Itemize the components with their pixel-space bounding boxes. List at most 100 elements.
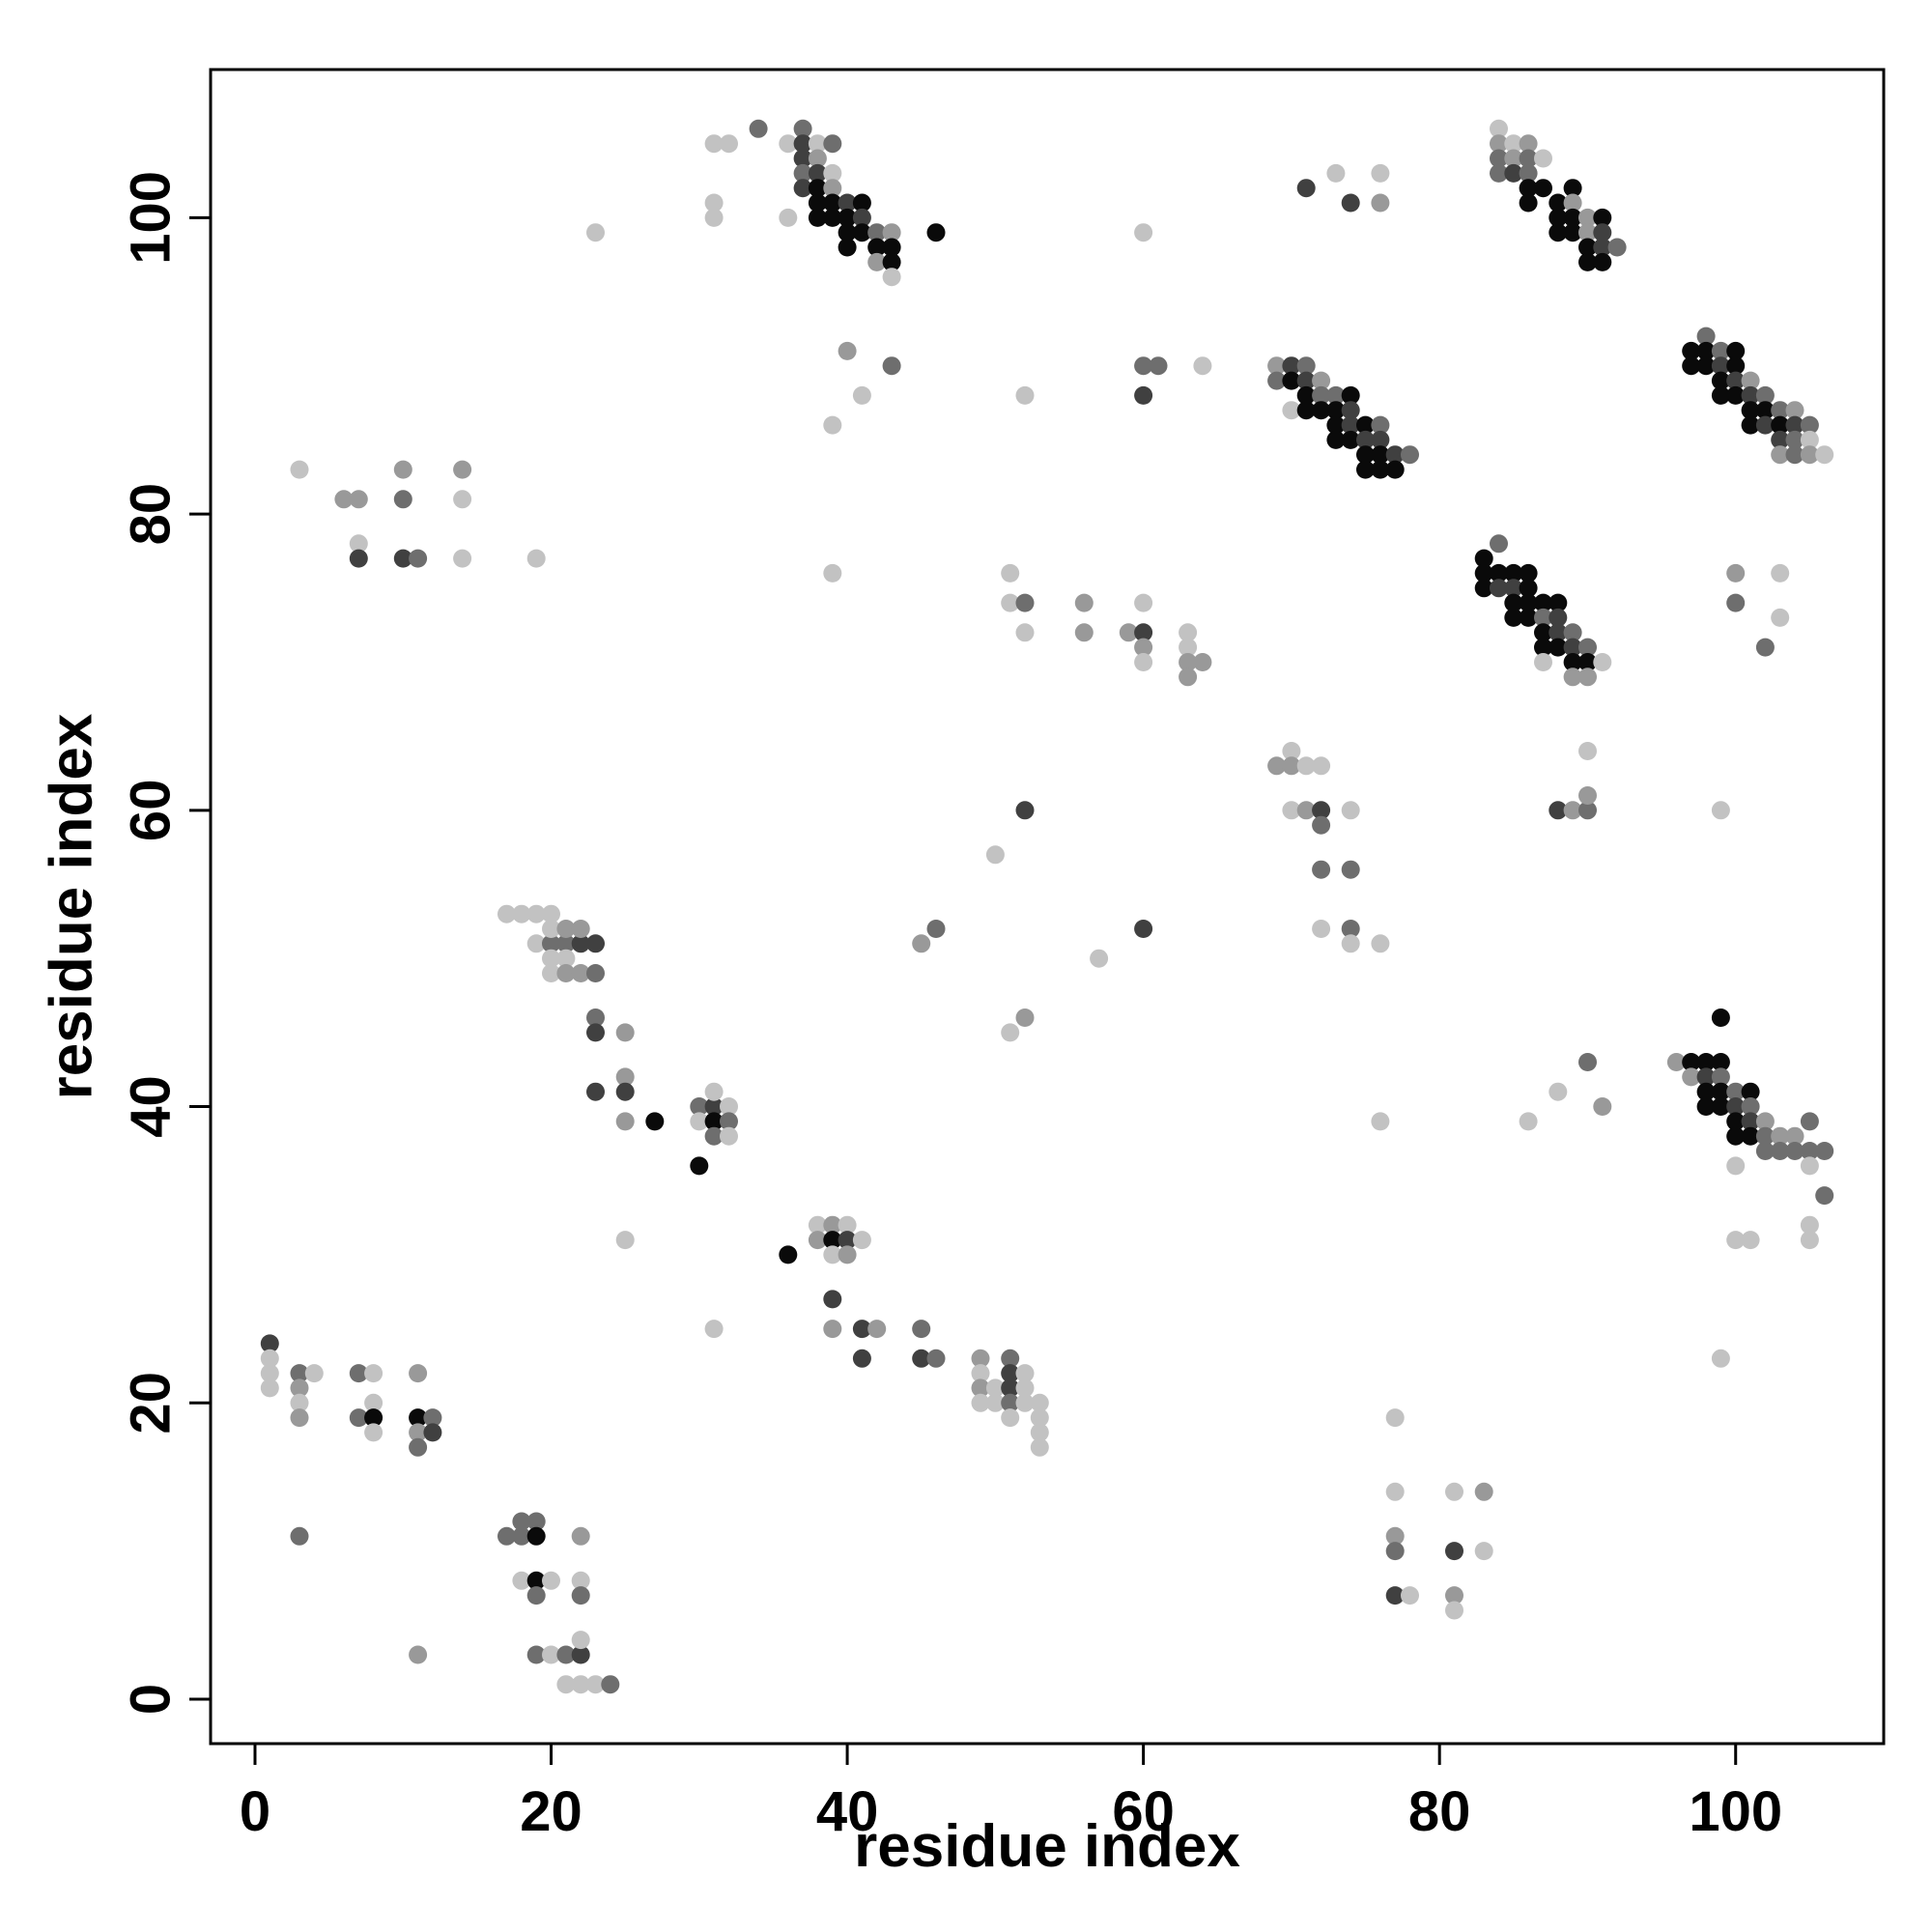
data-point: [1534, 623, 1552, 642]
data-point: [1771, 401, 1790, 420]
data-point: [1711, 1009, 1730, 1027]
data-point: [349, 1408, 368, 1428]
data-point: [1519, 1112, 1538, 1131]
data-point: [364, 1423, 384, 1442]
data-point: [542, 934, 560, 953]
data-point: [823, 1320, 842, 1339]
data-point: [882, 252, 901, 271]
data-point: [1385, 1526, 1405, 1546]
y-tick-label: 60: [119, 780, 182, 842]
data-point: [1504, 149, 1523, 168]
data-point: [1356, 445, 1375, 465]
data-point: [1193, 653, 1212, 671]
data-point: [1001, 1023, 1020, 1042]
data-point: [852, 1231, 871, 1250]
data-point: [1445, 1482, 1463, 1501]
data-point: [1001, 1364, 1020, 1383]
data-point: [1312, 815, 1331, 835]
data-point: [409, 1364, 428, 1383]
data-point: [1282, 742, 1301, 760]
data-point: [749, 119, 768, 138]
data-point: [1815, 445, 1834, 465]
data-point: [808, 1215, 827, 1235]
data-point: [364, 1364, 384, 1383]
data-point: [1519, 163, 1538, 183]
data-point: [571, 1631, 590, 1650]
data-point: [1785, 1142, 1804, 1160]
data-point: [704, 134, 724, 154]
data-point: [838, 1231, 857, 1250]
data-point: [1711, 371, 1730, 390]
data-point: [526, 549, 546, 568]
data-point: [1030, 1393, 1049, 1412]
data-point: [1785, 430, 1804, 449]
data-point: [1504, 163, 1523, 183]
data-point: [720, 1126, 738, 1146]
y-tick-label: 80: [119, 483, 182, 546]
data-point: [526, 1526, 546, 1546]
data-point: [526, 1645, 546, 1664]
data-point: [526, 934, 546, 953]
data-point: [526, 1512, 546, 1531]
data-point: [1371, 934, 1390, 953]
data-point: [1696, 341, 1716, 360]
data-point: [615, 1112, 635, 1131]
data-point: [1755, 1112, 1775, 1131]
data-point: [1341, 193, 1360, 213]
data-point: [1578, 223, 1597, 242]
data-point: [1726, 1231, 1746, 1250]
data-point: [823, 1231, 842, 1250]
data-point: [1015, 623, 1035, 642]
data-point: [542, 1571, 560, 1590]
data-point: [290, 1393, 309, 1412]
data-point: [1548, 608, 1568, 627]
data-point: [808, 1231, 827, 1250]
y-tick-label: 100: [119, 171, 182, 265]
y-axis: 0 20 40 60 80 100: [119, 171, 211, 1715]
data-point: [704, 1112, 724, 1131]
data-point: [1490, 579, 1508, 598]
data-point: [1296, 371, 1316, 390]
data-point: [556, 934, 576, 953]
data-point: [1282, 356, 1301, 376]
data-point: [838, 1215, 857, 1235]
data-point: [1030, 1408, 1049, 1428]
data-point: [1474, 1482, 1493, 1501]
data-point: [1696, 327, 1716, 346]
data-point: [1015, 801, 1035, 820]
data-point: [1578, 638, 1597, 657]
data-point: [1548, 593, 1568, 612]
data-point: [1356, 430, 1375, 449]
data-point: [1341, 860, 1360, 879]
data-point: [1134, 593, 1153, 612]
data-point: [1563, 193, 1582, 213]
data-point: [808, 163, 827, 183]
data-point: [1815, 1186, 1834, 1206]
data-point: [1696, 1053, 1716, 1071]
data-point: [1474, 579, 1493, 598]
data-point: [1312, 371, 1331, 390]
data-point: [1371, 193, 1390, 213]
data-point: [1030, 1437, 1049, 1457]
data-point: [823, 193, 842, 213]
data-point: [1015, 1378, 1035, 1398]
data-point: [1815, 1142, 1834, 1160]
data-point: [1371, 163, 1390, 183]
data-point: [601, 1675, 620, 1694]
data-point: [571, 1571, 590, 1590]
data-point: [571, 1675, 590, 1694]
data-point: [1001, 1349, 1020, 1368]
data-point: [1726, 371, 1746, 390]
data-point: [556, 964, 576, 982]
data-point: [1296, 756, 1316, 776]
data-point: [1741, 371, 1760, 390]
data-point: [1696, 356, 1716, 376]
data-point: [1296, 801, 1316, 820]
data-point: [985, 845, 1005, 865]
data-point: [1711, 341, 1730, 360]
data-point: [1179, 653, 1198, 671]
data-point: [1015, 385, 1035, 405]
data-point: [1755, 1126, 1775, 1146]
data-point: [1001, 1408, 1020, 1428]
data-point: [586, 964, 605, 982]
